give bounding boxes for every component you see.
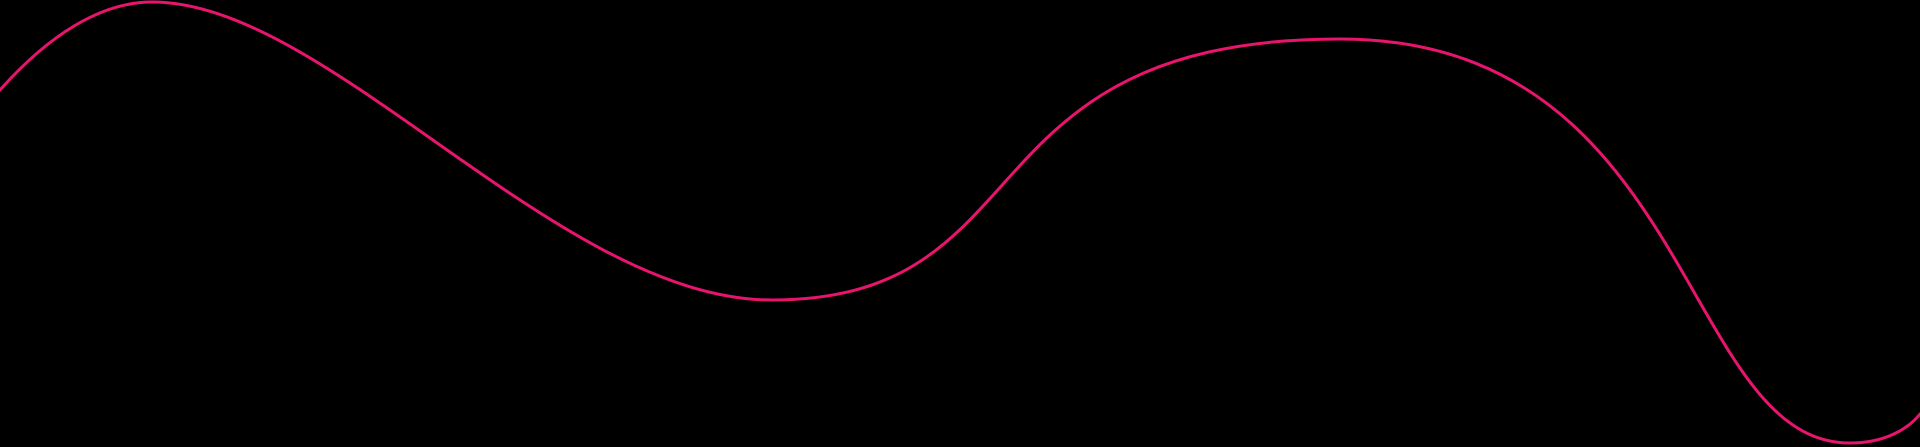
wave-chart-svg [0,0,1920,445]
wave-line [0,0,1920,445]
chart-canvas [0,0,1920,447]
